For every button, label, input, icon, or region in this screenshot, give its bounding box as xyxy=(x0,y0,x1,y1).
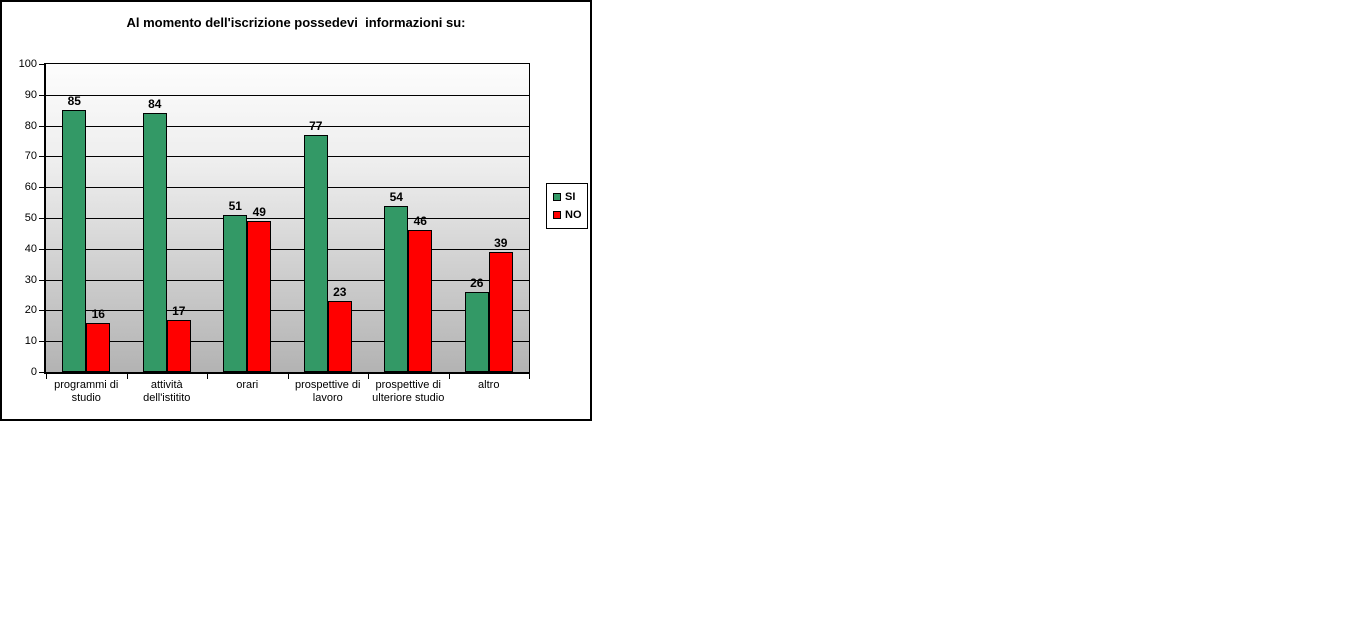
y-axis-tick-label: 0 xyxy=(30,366,37,378)
x-axis-tick xyxy=(368,374,369,379)
gridline xyxy=(46,341,529,343)
y-axis-tick xyxy=(39,248,44,250)
value-label: 49 xyxy=(252,205,266,220)
category-label: attività dell'istitito xyxy=(143,379,191,404)
value-label: 84 xyxy=(148,97,162,112)
value-label: 54 xyxy=(389,189,403,204)
x-axis-tick xyxy=(287,374,289,379)
gridline xyxy=(46,248,529,250)
bar-no xyxy=(247,221,272,372)
y-axis-tick-label: 90 xyxy=(24,88,37,101)
bar-no xyxy=(327,301,352,372)
value-label: 26 xyxy=(470,275,484,290)
y-axis-tick-label: 70 xyxy=(24,150,37,163)
value-label: 39 xyxy=(494,235,508,250)
value-label: 77 xyxy=(309,118,323,133)
gridline xyxy=(46,94,529,96)
chart-title: Al momento dell'iscrizione possedevi inf… xyxy=(126,15,466,30)
legend-label-no: NO xyxy=(565,209,582,222)
category-label: orari xyxy=(236,379,259,391)
bar-si xyxy=(303,134,328,372)
x-axis-tick xyxy=(448,374,450,379)
y-axis-tick-label: 20 xyxy=(24,304,37,317)
value-label: 51 xyxy=(228,198,242,213)
gridline xyxy=(46,125,529,127)
si-series-swatch-icon xyxy=(553,192,561,201)
y-axis-tick xyxy=(39,218,44,219)
legend-label-si: SI xyxy=(565,190,576,203)
gridline xyxy=(46,218,529,219)
y-axis-tick-label: 100 xyxy=(18,58,37,70)
x-axis-tick xyxy=(529,374,530,379)
y-axis-tick xyxy=(39,64,44,65)
y-axis-line xyxy=(44,63,46,374)
y-axis-tick-label: 40 xyxy=(24,242,37,255)
value-label: 16 xyxy=(91,306,105,321)
gridline xyxy=(46,279,529,281)
y-axis-tick xyxy=(39,341,44,343)
x-axis-tick xyxy=(46,374,47,379)
bar-no xyxy=(408,230,433,372)
legend-item-si: SI xyxy=(553,191,587,203)
chart-frame: Al momento dell'iscrizione possedevi inf… xyxy=(0,0,592,421)
legend-item-no: NO xyxy=(553,209,587,221)
y-axis-tick-label: 30 xyxy=(24,273,37,286)
y-axis-tick xyxy=(39,187,44,189)
category-label: prospettive di ulteriore studio xyxy=(372,379,445,404)
legend: SI NO xyxy=(546,183,588,229)
bar-si xyxy=(142,113,167,372)
x-axis-tick xyxy=(207,374,208,379)
category-label: prospettive di lavoro xyxy=(295,379,361,404)
bar-no xyxy=(166,319,191,372)
bar-si xyxy=(464,291,489,372)
y-axis-tick-label: 80 xyxy=(24,119,37,132)
value-label: 85 xyxy=(67,94,81,109)
x-axis-line xyxy=(44,372,530,374)
y-axis-tick-label: 50 xyxy=(24,212,37,224)
gridline xyxy=(46,187,529,189)
category-label: programmi di studio xyxy=(54,379,119,404)
value-label: 46 xyxy=(413,214,427,229)
bar-no xyxy=(488,251,513,372)
y-axis-tick xyxy=(39,125,44,127)
gridline xyxy=(46,156,529,158)
y-axis-tick-label: 10 xyxy=(24,335,37,348)
bar-si xyxy=(62,110,87,372)
y-axis-tick xyxy=(39,372,44,373)
gridline xyxy=(46,310,529,312)
y-axis-tick xyxy=(39,94,44,96)
category-label: altro xyxy=(478,379,500,391)
y-axis-tick xyxy=(39,279,44,281)
value-label: 23 xyxy=(333,285,347,300)
y-axis-tick-label: 60 xyxy=(24,181,37,194)
bar-no xyxy=(86,322,111,372)
bar-si xyxy=(223,214,248,372)
x-axis-tick xyxy=(126,374,128,379)
y-axis-tick xyxy=(39,156,44,158)
no-series-swatch-icon xyxy=(553,211,561,220)
y-axis-tick xyxy=(39,310,44,312)
bar-si xyxy=(384,205,409,372)
value-label: 17 xyxy=(172,303,186,318)
